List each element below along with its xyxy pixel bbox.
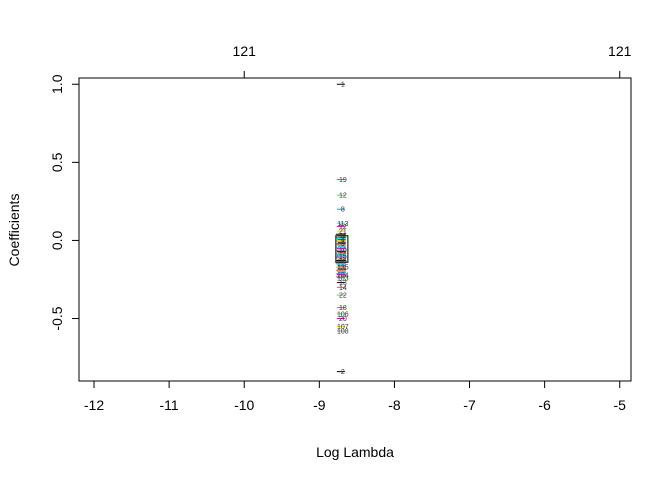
coefficient-label: 106 — [337, 311, 349, 318]
coefficient-label: 11 — [339, 233, 346, 240]
coefficient-label: 2 — [341, 369, 345, 376]
y-tick-label: 1.0 — [49, 74, 65, 94]
coefficient-label: 9 — [341, 241, 345, 248]
x-axis-title: Log Lambda — [316, 444, 394, 460]
x-tick-label: -5 — [614, 397, 627, 413]
coefficient-label: 19 — [339, 177, 347, 184]
coefficient-cluster — [335, 235, 349, 263]
x-tick-label: -8 — [388, 397, 401, 413]
coefficient-label: 103 — [337, 275, 349, 282]
y-tick-label: 0.0 — [49, 230, 65, 250]
x-tick-label: -12 — [84, 397, 104, 413]
y-tick-label: 0.5 — [49, 152, 65, 172]
coefficient-label: 1 — [341, 82, 345, 89]
top-tick-label: 121 — [608, 43, 632, 59]
x-tick-label: -7 — [463, 397, 476, 413]
x-axis: -12 -11 -10 -9 -8 -7 -6 -5 — [84, 381, 626, 413]
coefficient-label: 10 — [339, 247, 347, 254]
coefficient-label: 20 — [339, 316, 347, 323]
coefficient-label: 135 — [337, 264, 349, 271]
coefficient-label: 104 — [337, 272, 349, 279]
coefficient-label: 22 — [339, 293, 347, 300]
coefficient-label: 113 — [337, 221, 348, 228]
coefficient-label: 107 — [337, 324, 349, 331]
coefficient-lines — [335, 83, 349, 373]
coefficient-label: 18 — [339, 305, 347, 312]
coefficient-label: 8 — [341, 207, 345, 214]
coefficient-label: 14 — [339, 285, 347, 292]
coefficient-label: 21 — [339, 229, 347, 236]
coefficient-label: 12 — [339, 193, 347, 200]
x-tick-label: -10 — [234, 397, 254, 413]
coefficient-labels: 1191281131221114910151613510410313142218… — [337, 82, 349, 376]
coefficient-label: 12 — [339, 224, 347, 231]
coefficient-label: 16 — [339, 258, 347, 265]
x-tick-label: -9 — [313, 397, 326, 413]
top-axis: 121 121 — [233, 43, 632, 78]
coefficient-label: 108 — [337, 329, 349, 336]
x-tick-label: -11 — [160, 397, 179, 413]
y-tick-label: -0.5 — [49, 306, 65, 330]
plot-frame — [78, 77, 632, 382]
top-tick-label: 121 — [233, 43, 257, 59]
coefficient-label: 15 — [339, 254, 347, 261]
coefficient-label: 4 — [341, 236, 345, 243]
y-axis: 1.0 0.5 0.0 -0.5 — [49, 74, 79, 331]
x-tick-label: -6 — [538, 397, 551, 413]
coefficient-label: 13 — [339, 280, 347, 287]
y-axis-title: Coefficients — [6, 194, 22, 267]
